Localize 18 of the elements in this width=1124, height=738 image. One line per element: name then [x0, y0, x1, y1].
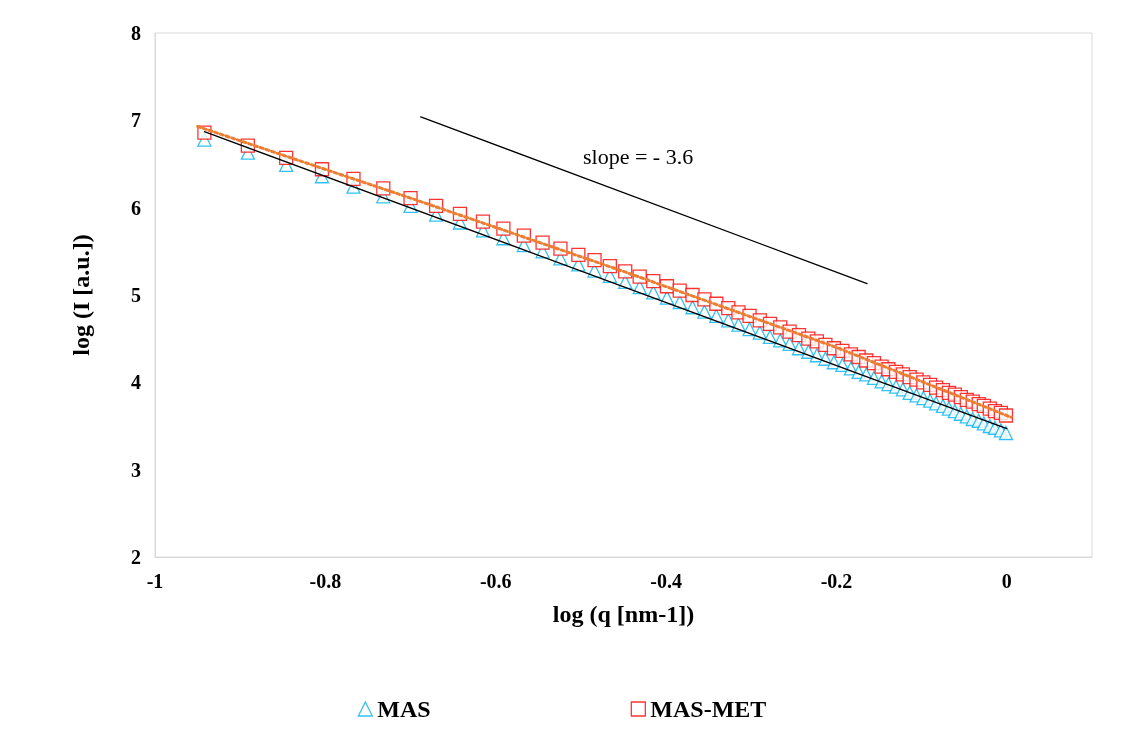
x-tick-label: -0.2 [820, 570, 853, 592]
x-tick-label: -1 [146, 570, 164, 592]
legend-label: MAS [377, 696, 431, 722]
annotation: slope = - 3.6 [583, 143, 694, 169]
x-tick-label: -0.6 [479, 570, 512, 592]
x-tick-label: -0.8 [309, 570, 342, 592]
y-tick-label: 5 [131, 284, 141, 306]
y-axis-title: log (I [a.u.]) [68, 234, 94, 356]
y-tick-label: 6 [131, 196, 141, 219]
y-tick-label: 8 [131, 22, 141, 44]
x-tick-label: -0.4 [650, 570, 682, 592]
x-tick-label: 0 [1001, 570, 1012, 592]
y-tick-label: 2 [131, 546, 141, 568]
legend-label: MAS-MET [650, 696, 767, 722]
y-tick-label: 3 [131, 458, 141, 481]
y-tick-label: 7 [131, 109, 141, 132]
x-axis-title: log (q [nm-1]) [552, 601, 695, 627]
y-tick-label: 4 [131, 371, 141, 394]
